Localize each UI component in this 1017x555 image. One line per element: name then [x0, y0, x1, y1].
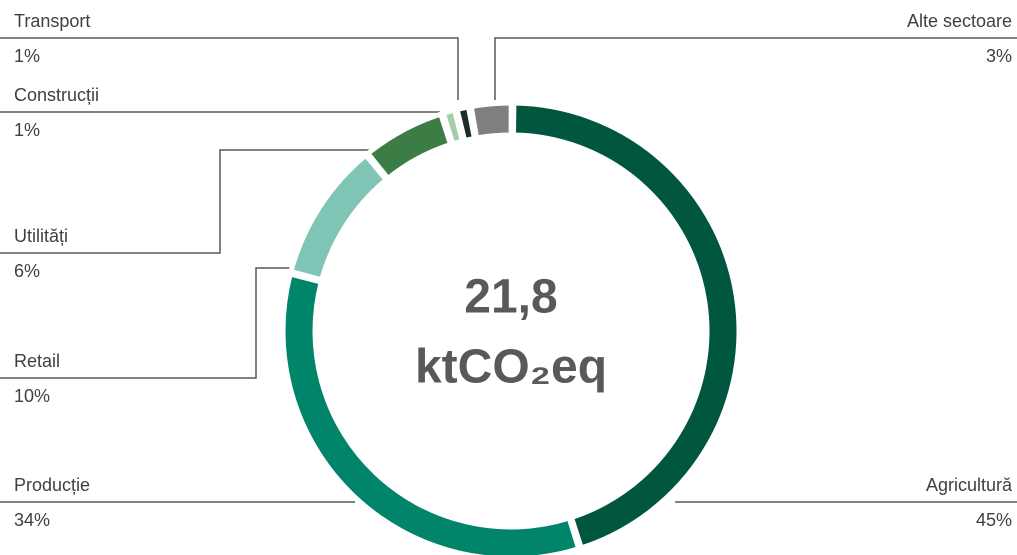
value-label: 45%: [976, 510, 1012, 530]
value-label: 1%: [14, 120, 40, 140]
value-label: 10%: [14, 386, 50, 406]
value-label: 34%: [14, 510, 50, 530]
value-label: 6%: [14, 261, 40, 281]
donut-segment: [287, 151, 390, 283]
donut-segment: [468, 100, 514, 141]
value-label: 1%: [14, 46, 40, 66]
category-label: Retail: [14, 351, 60, 371]
category-label: Producție: [14, 475, 90, 495]
donut-segment: [280, 271, 582, 555]
donut-segment: [510, 100, 742, 552]
center-unit: ktCO₂eq: [415, 341, 607, 394]
leader-line: [494, 37, 1017, 100]
category-label: Construcții: [14, 85, 99, 105]
category-label: Utilități: [14, 226, 68, 246]
leader-lines: [0, 37, 1017, 503]
value-label: 3%: [986, 46, 1012, 66]
center-value: 21,8: [464, 271, 557, 324]
category-label: Agricultură: [926, 475, 1013, 495]
leader-line: [0, 149, 372, 254]
category-label: Alte sectoare: [907, 11, 1012, 31]
leader-line: [0, 267, 292, 379]
donut-segment: [364, 110, 454, 182]
leader-line: [0, 37, 459, 100]
category-label: Transport: [14, 11, 90, 31]
